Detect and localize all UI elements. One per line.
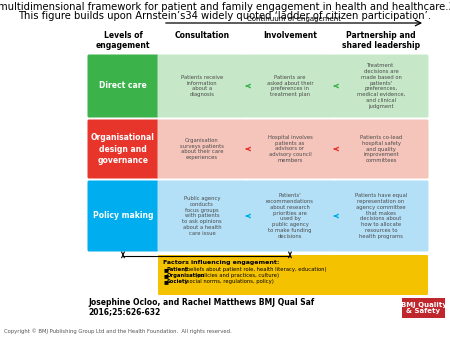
Text: Patients have equal
representation on
agency committee
that makes
decisions abou: Patients have equal representation on ag… <box>355 193 407 239</box>
FancyBboxPatch shape <box>333 54 428 118</box>
Text: Involvement: Involvement <box>263 31 317 40</box>
FancyBboxPatch shape <box>246 54 334 118</box>
Text: This figure builds upon Arnstein’s34 widely quoted ‘ladder of citizen participat: This figure builds upon Arnstein’s34 wid… <box>18 11 432 21</box>
Text: Public agency
conducts
focus groups
with patients
to ask opinions
about a health: Public agency conducts focus groups with… <box>182 196 222 236</box>
Text: BMJ Quality
& Safety: BMJ Quality & Safety <box>400 301 446 314</box>
Text: Partnership and
shared leadership: Partnership and shared leadership <box>342 31 420 50</box>
Text: (social norms, regulations, policy): (social norms, regulations, policy) <box>183 279 274 284</box>
Text: Society: Society <box>166 279 189 284</box>
Text: ■: ■ <box>163 279 168 284</box>
Text: (policies and practices, culture): (policies and practices, culture) <box>194 273 279 278</box>
Text: Organisational
design and
governance: Organisational design and governance <box>91 134 155 165</box>
FancyBboxPatch shape <box>333 180 428 251</box>
FancyBboxPatch shape <box>246 180 334 251</box>
FancyBboxPatch shape <box>87 54 158 118</box>
Text: Factors influencing engagement:: Factors influencing engagement: <box>163 260 279 265</box>
Text: Continuum of engagement: Continuum of engagement <box>247 16 341 22</box>
Text: (beliefs about patient role, health literacy, education): (beliefs about patient role, health lite… <box>183 267 326 272</box>
FancyBboxPatch shape <box>402 298 445 318</box>
Text: Direct care: Direct care <box>99 81 147 91</box>
Text: ■: ■ <box>163 267 168 272</box>
FancyBboxPatch shape <box>87 180 158 251</box>
Text: A multidimensional framework for patient and family engagement in health and hea: A multidimensional framework for patient… <box>0 2 450 12</box>
FancyBboxPatch shape <box>158 120 247 178</box>
Text: Policy making: Policy making <box>93 212 153 220</box>
Text: Treatment
decisions are
made based on
patients'
preferences,
medical evidence,
a: Treatment decisions are made based on pa… <box>357 63 405 109</box>
FancyBboxPatch shape <box>333 120 428 178</box>
Text: Patients receive
information
about a
diagnosis: Patients receive information about a dia… <box>181 75 223 97</box>
Text: ■: ■ <box>163 273 168 278</box>
FancyBboxPatch shape <box>246 120 334 178</box>
Text: 2016;25:626-632: 2016;25:626-632 <box>88 307 160 316</box>
Text: Patients are
asked about their
preferences in
treatment plan: Patients are asked about their preferenc… <box>267 75 313 97</box>
Text: Consultation: Consultation <box>175 31 230 40</box>
Text: Organisation: Organisation <box>166 273 205 278</box>
FancyBboxPatch shape <box>158 54 247 118</box>
Text: Patients co-lead
hospital safety
and quality
improvement
committees: Patients co-lead hospital safety and qua… <box>360 135 402 163</box>
FancyBboxPatch shape <box>87 120 158 178</box>
FancyBboxPatch shape <box>158 255 428 295</box>
Text: Organisation
surveys patients
about their care
experiences: Organisation surveys patients about thei… <box>180 138 224 160</box>
Text: Patient: Patient <box>166 267 188 272</box>
Text: Josephine Ocloo, and Rachel Matthews BMJ Qual Saf: Josephine Ocloo, and Rachel Matthews BMJ… <box>88 298 314 307</box>
Text: Hospital involves
patients as
advisors or
advisory council
members: Hospital involves patients as advisors o… <box>268 135 312 163</box>
FancyBboxPatch shape <box>158 180 247 251</box>
Text: Copyright © BMJ Publishing Group Ltd and the Health Foundation.  All rights rese: Copyright © BMJ Publishing Group Ltd and… <box>4 329 232 334</box>
Text: Levels of
engagement: Levels of engagement <box>96 31 150 50</box>
Text: Patients'
recommendations
about research
priorities are
used by
public agency
to: Patients' recommendations about research… <box>266 193 314 239</box>
